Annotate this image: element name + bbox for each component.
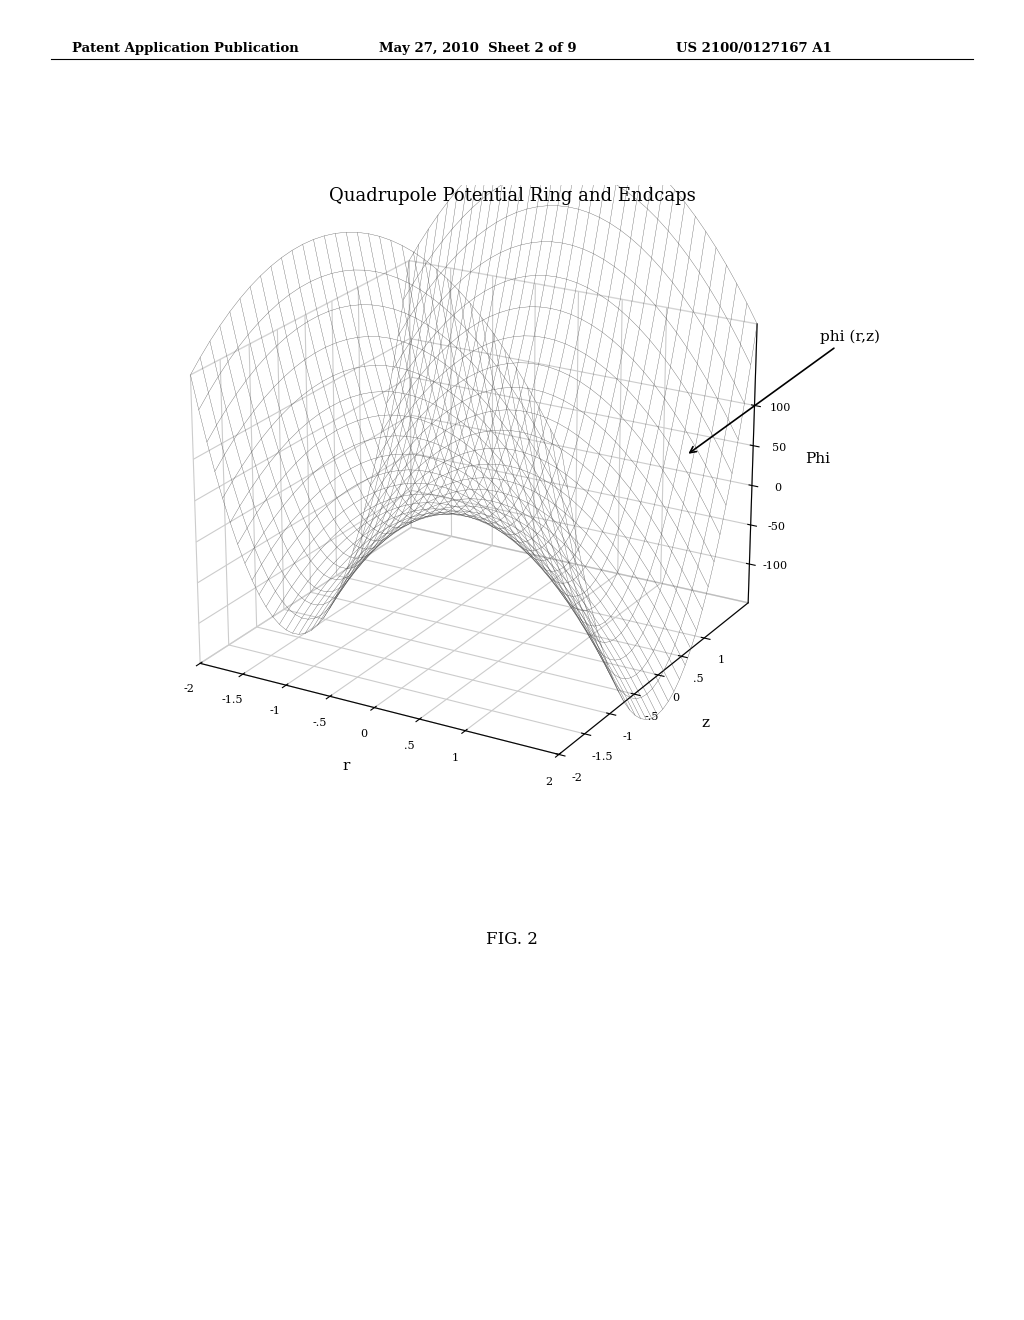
Text: Quadrupole Potential Ring and Endcaps: Quadrupole Potential Ring and Endcaps bbox=[329, 187, 695, 206]
Text: Patent Application Publication: Patent Application Publication bbox=[72, 42, 298, 55]
Text: phi (r,z): phi (r,z) bbox=[690, 330, 880, 453]
X-axis label: r: r bbox=[342, 759, 349, 774]
Y-axis label: z: z bbox=[701, 715, 710, 730]
Text: FIG. 2: FIG. 2 bbox=[486, 931, 538, 948]
Text: May 27, 2010  Sheet 2 of 9: May 27, 2010 Sheet 2 of 9 bbox=[379, 42, 577, 55]
Text: US 2100/0127167 A1: US 2100/0127167 A1 bbox=[676, 42, 831, 55]
